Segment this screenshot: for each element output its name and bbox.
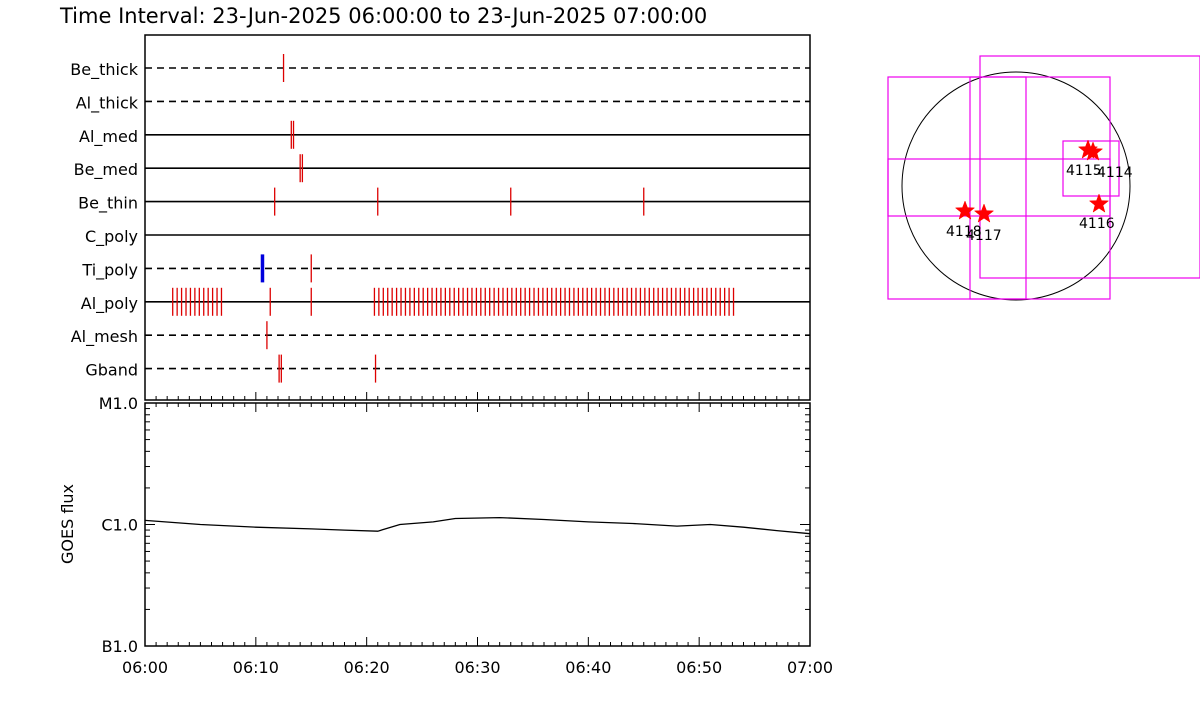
region-label: 4118	[946, 224, 982, 240]
filter-label: Al_mesh	[71, 327, 138, 347]
region-label: 4114	[1097, 165, 1133, 181]
flux-series-line	[144, 516, 811, 535]
fov-box	[887, 76, 1111, 300]
filter-label: Ti_poly	[81, 260, 138, 280]
filter-label: Be_thick	[70, 60, 138, 80]
filter-label: Al_thick	[76, 93, 139, 113]
flux-x-tick-label: 06:40	[565, 658, 611, 677]
fov-box	[969, 76, 1027, 300]
fov-box	[1062, 140, 1120, 197]
filter-label: C_poly	[85, 227, 138, 247]
flux-y-tick-label: B1.0	[102, 637, 138, 656]
flux-x-tick-label: 06:20	[344, 658, 390, 677]
goes-flux-panel: B1.0 C1.0 M1.0 06:00 06:10 06:20 06:30 06:40 06:…	[58, 394, 833, 677]
plot-title: Time Interval: 23-Jun-2025 06:00:00 to 2…	[59, 4, 707, 28]
filter-label: Gband	[85, 361, 138, 380]
filter-label: Al_med	[79, 127, 138, 147]
region-label: 4115	[1066, 163, 1102, 179]
flux-y-tick-label: C1.0	[101, 516, 138, 535]
region-label: 4116	[1079, 216, 1115, 232]
fov-box	[979, 55, 1200, 279]
flux-x-tick-label: 06:00	[122, 658, 168, 677]
flux-x-tick-label: 06:10	[233, 658, 279, 677]
flux-y-tick-label: M1.0	[99, 394, 138, 413]
timeline-frame	[144, 34, 811, 401]
solar-disk-circle	[901, 71, 1131, 301]
filter-label: Al_poly	[81, 294, 138, 314]
flux-x-tick-label: 06:30	[454, 658, 500, 677]
region-star-marker	[1082, 141, 1104, 161]
region-star-marker	[1088, 193, 1110, 213]
filter-label: Be_thin	[78, 194, 138, 214]
region-label: 4117	[966, 228, 1002, 244]
filter-timeline-panel: Be_thick Al_thick Al_med Be_med Be_thin C_pol…	[70, 34, 811, 401]
region-star-marker	[973, 203, 995, 223]
flux-x-tick-label: 07:00	[787, 658, 833, 677]
filter-label: Be_med	[74, 160, 138, 180]
flux-y-axis-label: GOES flux	[58, 484, 77, 564]
flux-x-tick-label: 06:50	[676, 658, 722, 677]
region-star-marker	[954, 200, 976, 220]
fov-box	[887, 158, 1111, 217]
